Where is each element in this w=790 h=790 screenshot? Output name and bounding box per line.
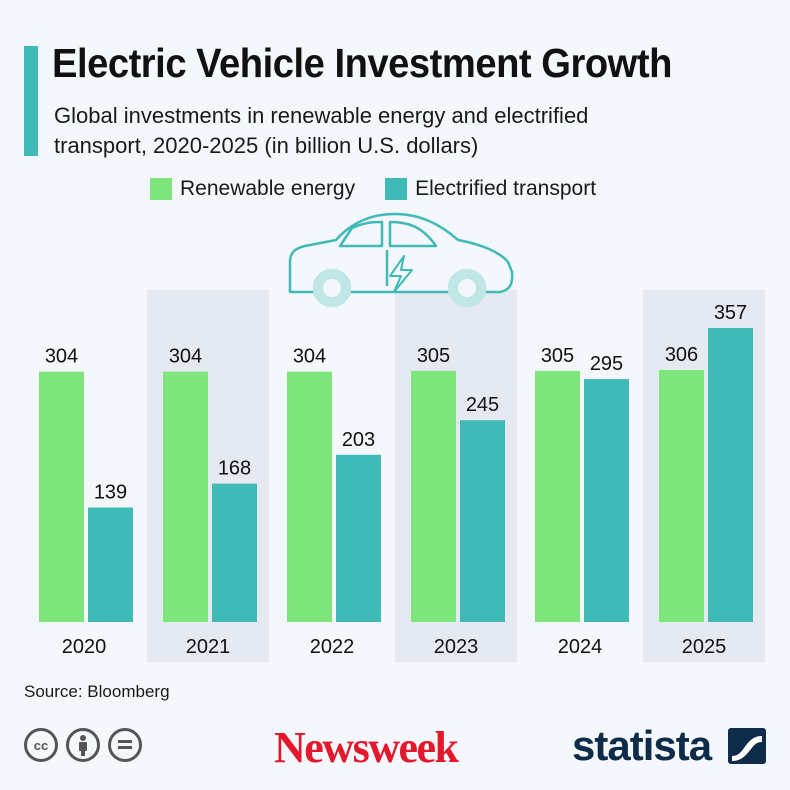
data-label-transport-2023: 245 (466, 394, 499, 416)
legend: Renewable energy Electrified transport (150, 177, 626, 201)
data-label-renewable-2024: 305 (541, 345, 574, 367)
data-label-transport-2024: 295 (590, 353, 623, 375)
chart-subtitle: Global investments in renewable energy a… (54, 103, 589, 158)
bar-renewable-2023 (411, 370, 456, 622)
bar-transport-2022 (336, 454, 381, 622)
bar-transport-2021 (212, 483, 257, 622)
title-accent-bar (24, 46, 38, 156)
bar-chart: 304 139 2020 304 168 2021 304 203 2022 305 245 2023… (39, 212, 765, 662)
x-tick-label-2022: 2022 (310, 636, 355, 658)
attribution-icon (66, 728, 100, 762)
x-tick-label-2023: 2023 (434, 636, 479, 658)
license-icons: cc (24, 728, 150, 762)
legend-swatch-renewable (150, 178, 172, 200)
bar-renewable-2020 (39, 371, 84, 622)
x-tick-label-2025: 2025 (682, 636, 727, 658)
x-tick-label-2021: 2021 (186, 636, 231, 658)
legend-swatch-transport (385, 178, 408, 200)
statista-logo-icon (728, 728, 766, 764)
data-label-renewable-2025: 306 (665, 344, 698, 366)
data-label-transport-2025: 357 (714, 302, 747, 324)
data-label-transport-2022: 203 (342, 429, 375, 451)
x-tick-label-2020: 2020 (62, 636, 107, 658)
legend-item-transport: Electrified transport (385, 177, 596, 201)
data-label-renewable-2023: 305 (417, 345, 450, 367)
bar-renewable-2024 (535, 370, 580, 622)
data-label-renewable-2022: 304 (293, 346, 326, 368)
cc-icon: cc (24, 728, 58, 762)
data-label-renewable-2021: 304 (169, 346, 202, 368)
bar-renewable-2021 (163, 371, 208, 622)
legend-item-renewable: Renewable energy (150, 177, 355, 201)
x-tick-label-2024: 2024 (558, 636, 603, 658)
bar-transport-2025 (708, 328, 753, 622)
car-illustration-icon (288, 212, 514, 308)
bar-transport-2023 (460, 420, 505, 622)
legend-label-renewable: Renewable energy (180, 177, 356, 200)
bar-renewable-2025 (659, 370, 704, 622)
no-derivatives-icon (108, 728, 142, 762)
source-note: Source: Bloomberg (24, 682, 170, 701)
bar-renewable-2022 (287, 371, 332, 622)
statista-logo-text: statista (572, 722, 712, 769)
data-label-transport-2020: 139 (94, 482, 127, 504)
bar-transport-2024 (584, 379, 629, 622)
legend-label-transport: Electrified transport (415, 177, 597, 200)
data-label-transport-2021: 168 (218, 458, 251, 480)
bar-transport-2020 (88, 507, 133, 622)
data-label-renewable-2020: 304 (45, 346, 78, 368)
chart-title: Electric Vehicle Investment Growth (52, 40, 672, 86)
newsweek-logo: Newsweek (274, 723, 459, 772)
